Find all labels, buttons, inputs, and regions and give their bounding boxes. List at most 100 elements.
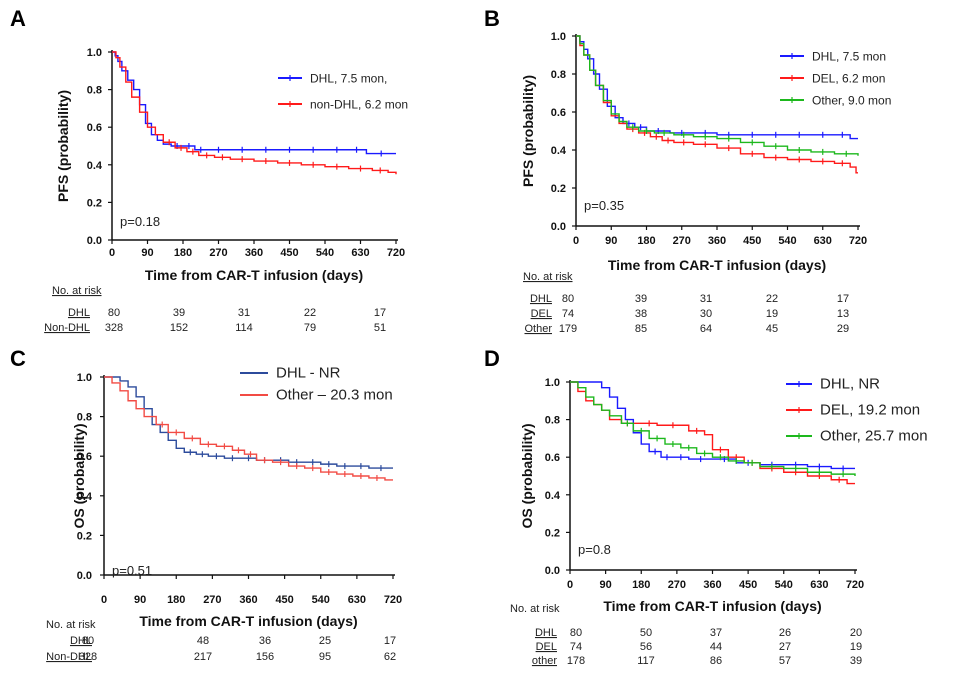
risk-count: 30 bbox=[700, 308, 712, 320]
legend-label: non-DHL, 6.2 mon bbox=[310, 98, 408, 112]
x-tick-label: 720 bbox=[849, 235, 867, 247]
panel-A: A 0.0 0.2 0.4 0.6 0.8 1.0 0 90 180 270 360 450 540 630… bbox=[10, 6, 408, 334]
legend-label: DHL, NR bbox=[820, 376, 880, 393]
y-tick-label: 0.4 bbox=[77, 491, 93, 503]
risk-count: 328 bbox=[79, 651, 97, 663]
y-tick-label: 0.6 bbox=[77, 451, 92, 463]
legend-label: DHL, 7.5 mon, bbox=[310, 72, 387, 86]
risk-count: 86 bbox=[710, 655, 722, 667]
risk-row-label: DHL bbox=[535, 627, 557, 639]
km-curve-3 bbox=[570, 381, 856, 476]
x-tick-label: 540 bbox=[778, 235, 796, 247]
risk-count: 114 bbox=[235, 322, 253, 334]
risk-count: 19 bbox=[766, 308, 778, 320]
risk-count: 179 bbox=[559, 323, 577, 335]
x-tick-label: 90 bbox=[141, 247, 153, 259]
risk-count: 74 bbox=[562, 308, 574, 320]
risk-count: 31 bbox=[238, 307, 250, 319]
risk-count: 74 bbox=[570, 641, 582, 653]
legend-label: DEL, 6.2 mon bbox=[812, 72, 885, 86]
risk-table-header: No. at risk bbox=[52, 285, 102, 297]
x-tick-label: 0 bbox=[109, 247, 115, 259]
legend-label: Other, 25.7 mon bbox=[820, 428, 928, 445]
risk-count: 117 bbox=[637, 655, 655, 667]
y-tick-label: 0.2 bbox=[551, 183, 566, 195]
p-value: p=0.51 bbox=[112, 563, 152, 578]
risk-count: 85 bbox=[635, 323, 647, 335]
risk-count: 80 bbox=[82, 635, 94, 647]
y-tick-label: 0.4 bbox=[551, 145, 567, 157]
risk-count: 22 bbox=[304, 307, 316, 319]
risk-row-label: Other bbox=[524, 323, 552, 335]
x-tick-label: 180 bbox=[632, 579, 650, 591]
x-tick-label: 720 bbox=[387, 247, 405, 259]
x-tick-label: 270 bbox=[673, 235, 691, 247]
risk-count: 37 bbox=[710, 627, 722, 639]
y-tick-label: 0.8 bbox=[77, 412, 92, 424]
risk-count: 20 bbox=[850, 627, 862, 639]
legend-label: Other – 20.3 mon bbox=[276, 387, 393, 404]
x-tick-label: 450 bbox=[275, 594, 293, 606]
risk-count: 80 bbox=[570, 627, 582, 639]
risk-count: 64 bbox=[700, 323, 712, 335]
x-tick-label: 0 bbox=[567, 579, 573, 591]
risk-row-label: DHL bbox=[530, 293, 552, 305]
risk-count: 27 bbox=[779, 641, 791, 653]
panel-label: C bbox=[10, 346, 26, 371]
risk-count: 29 bbox=[837, 323, 849, 335]
km-curve-2 bbox=[112, 51, 397, 175]
y-tick-label: 1.0 bbox=[87, 47, 102, 59]
x-tick-label: 540 bbox=[312, 594, 330, 606]
km-curve-1 bbox=[112, 51, 396, 155]
risk-count: 50 bbox=[640, 627, 652, 639]
risk-row-label: Non-DHL bbox=[46, 651, 92, 663]
x-tick-label: 180 bbox=[167, 594, 185, 606]
risk-count: 45 bbox=[766, 323, 778, 335]
panel-label: B bbox=[484, 6, 500, 31]
km-curve-2 bbox=[104, 376, 393, 481]
x-axis-title: Time from CAR-T infusion (days) bbox=[139, 613, 357, 629]
legend-label: DHL, 7.5 mon bbox=[812, 50, 886, 64]
risk-count: 39 bbox=[635, 293, 647, 305]
risk-table-header: No. at risk bbox=[46, 619, 96, 631]
y-tick-label: 0.0 bbox=[551, 221, 566, 233]
x-tick-label: 630 bbox=[814, 235, 832, 247]
x-tick-label: 630 bbox=[351, 247, 369, 259]
y-axis-title: OS (probability) bbox=[71, 424, 87, 529]
legend-label: DHL - NR bbox=[276, 365, 341, 382]
risk-count: 57 bbox=[779, 655, 791, 667]
risk-count: 13 bbox=[837, 308, 849, 320]
panel-D: D 0.0 0.2 0.4 0.6 0.8 1.0 0 90 180 270 360 450 540 630… bbox=[484, 346, 928, 667]
x-tick-label: 540 bbox=[316, 247, 334, 259]
x-tick-label: 540 bbox=[775, 579, 793, 591]
x-tick-label: 360 bbox=[708, 235, 726, 247]
x-tick-label: 270 bbox=[203, 594, 221, 606]
x-tick-label: 630 bbox=[810, 579, 828, 591]
x-tick-label: 270 bbox=[209, 247, 227, 259]
x-tick-label: 0 bbox=[101, 594, 107, 606]
p-value: p=0.35 bbox=[584, 198, 624, 213]
x-tick-label: 360 bbox=[239, 594, 257, 606]
y-tick-label: 0.2 bbox=[545, 527, 560, 539]
y-tick-label: 1.0 bbox=[77, 372, 92, 384]
km-curve-1 bbox=[104, 376, 393, 469]
x-tick-label: 180 bbox=[174, 247, 192, 259]
x-tick-label: 720 bbox=[846, 579, 864, 591]
y-tick-label: 0.8 bbox=[87, 85, 102, 97]
risk-count: 80 bbox=[562, 293, 574, 305]
risk-count: 95 bbox=[319, 651, 331, 663]
risk-count: 62 bbox=[384, 651, 396, 663]
risk-table-header: No. at risk bbox=[510, 603, 560, 615]
y-tick-label: 0.6 bbox=[545, 452, 560, 464]
y-tick-label: 0.2 bbox=[77, 530, 92, 542]
risk-row-label: DHL bbox=[68, 307, 90, 319]
y-tick-label: 1.0 bbox=[545, 377, 560, 389]
x-axis-title: Time from CAR-T infusion (days) bbox=[608, 257, 826, 273]
x-tick-label: 90 bbox=[134, 594, 146, 606]
x-tick-label: 360 bbox=[703, 579, 721, 591]
legend-label: Other, 9.0 mon bbox=[812, 94, 891, 108]
x-tick-label: 90 bbox=[605, 235, 617, 247]
panel-label: A bbox=[10, 6, 26, 31]
risk-count: 25 bbox=[319, 635, 331, 647]
y-tick-label: 0.0 bbox=[77, 570, 92, 582]
